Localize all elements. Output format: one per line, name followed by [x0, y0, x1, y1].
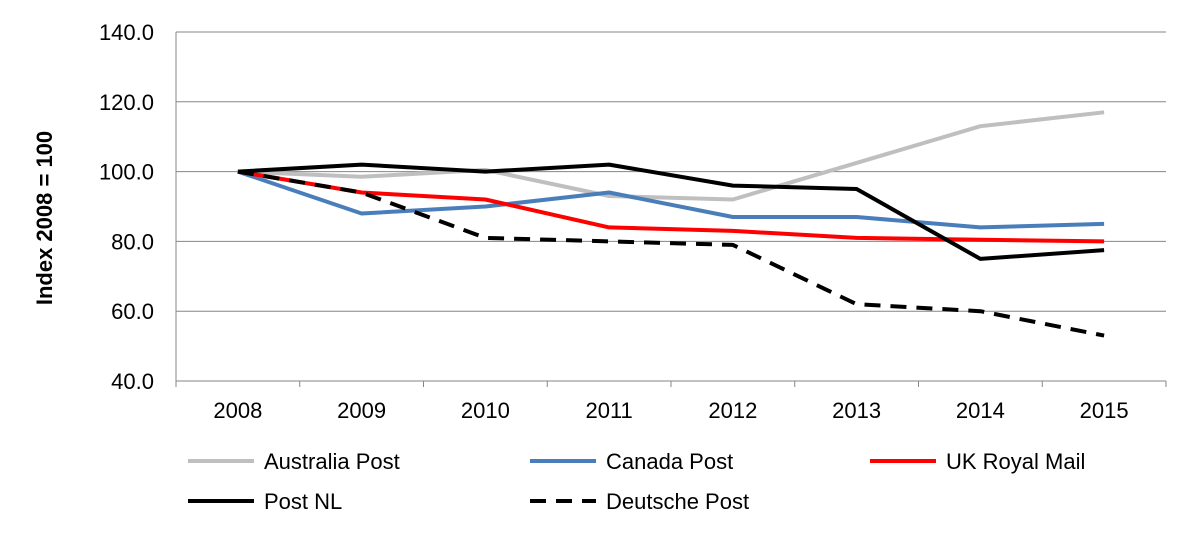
legend-item: Canada Post [530, 449, 733, 474]
series-line-uk-royal-mail [237, 169, 1105, 244]
x-tick-label: 2013 [832, 398, 881, 423]
series-lines [237, 110, 1105, 338]
y-tick-label: 140.0 [99, 20, 154, 45]
x-tick-label: 2012 [708, 398, 757, 423]
series-line-canada-post [237, 169, 1105, 230]
y-tick-label: 100.0 [99, 160, 154, 185]
legend-item: UK Royal Mail [870, 449, 1085, 474]
x-tick-label: 2014 [956, 398, 1005, 423]
legend-item: Post NL [188, 489, 342, 514]
tick-labels: 40.0 60.0 80.0 100.0 120.0 140.0 2008 2009 2010 2… [99, 20, 1129, 423]
series-line-deutsche-post [237, 169, 1105, 338]
legend-label: Post NL [264, 489, 342, 514]
series-line-post-nl [237, 162, 1105, 261]
x-tick-label: 2010 [461, 398, 510, 423]
x-tick-label: 2015 [1080, 398, 1129, 423]
legend-label: UK Royal Mail [946, 449, 1085, 474]
legend-label: Deutsche Post [606, 489, 749, 514]
y-tick-label: 120.0 [99, 90, 154, 115]
legend-item: Australia Post [188, 449, 400, 474]
gridlines [176, 31, 1166, 312]
y-axis-title: Index 2008 = 100 [32, 131, 57, 305]
legend-item: Deutsche Post [530, 489, 749, 514]
y-tick-label: 60.0 [111, 299, 154, 324]
x-tick-label: 2009 [337, 398, 386, 423]
legend-label: Australia Post [264, 449, 400, 474]
legend-label: Canada Post [606, 449, 733, 474]
y-tick-label: 80.0 [111, 229, 154, 254]
x-tick-label: 2008 [213, 398, 262, 423]
series-line-australia-post [237, 110, 1105, 202]
x-tick-label: 2011 [585, 398, 632, 423]
y-tick-label: 40.0 [111, 369, 154, 394]
legend: Australia Post Canada Post UK Royal Mail Po… [188, 449, 1085, 514]
axes [175, 32, 1167, 387]
